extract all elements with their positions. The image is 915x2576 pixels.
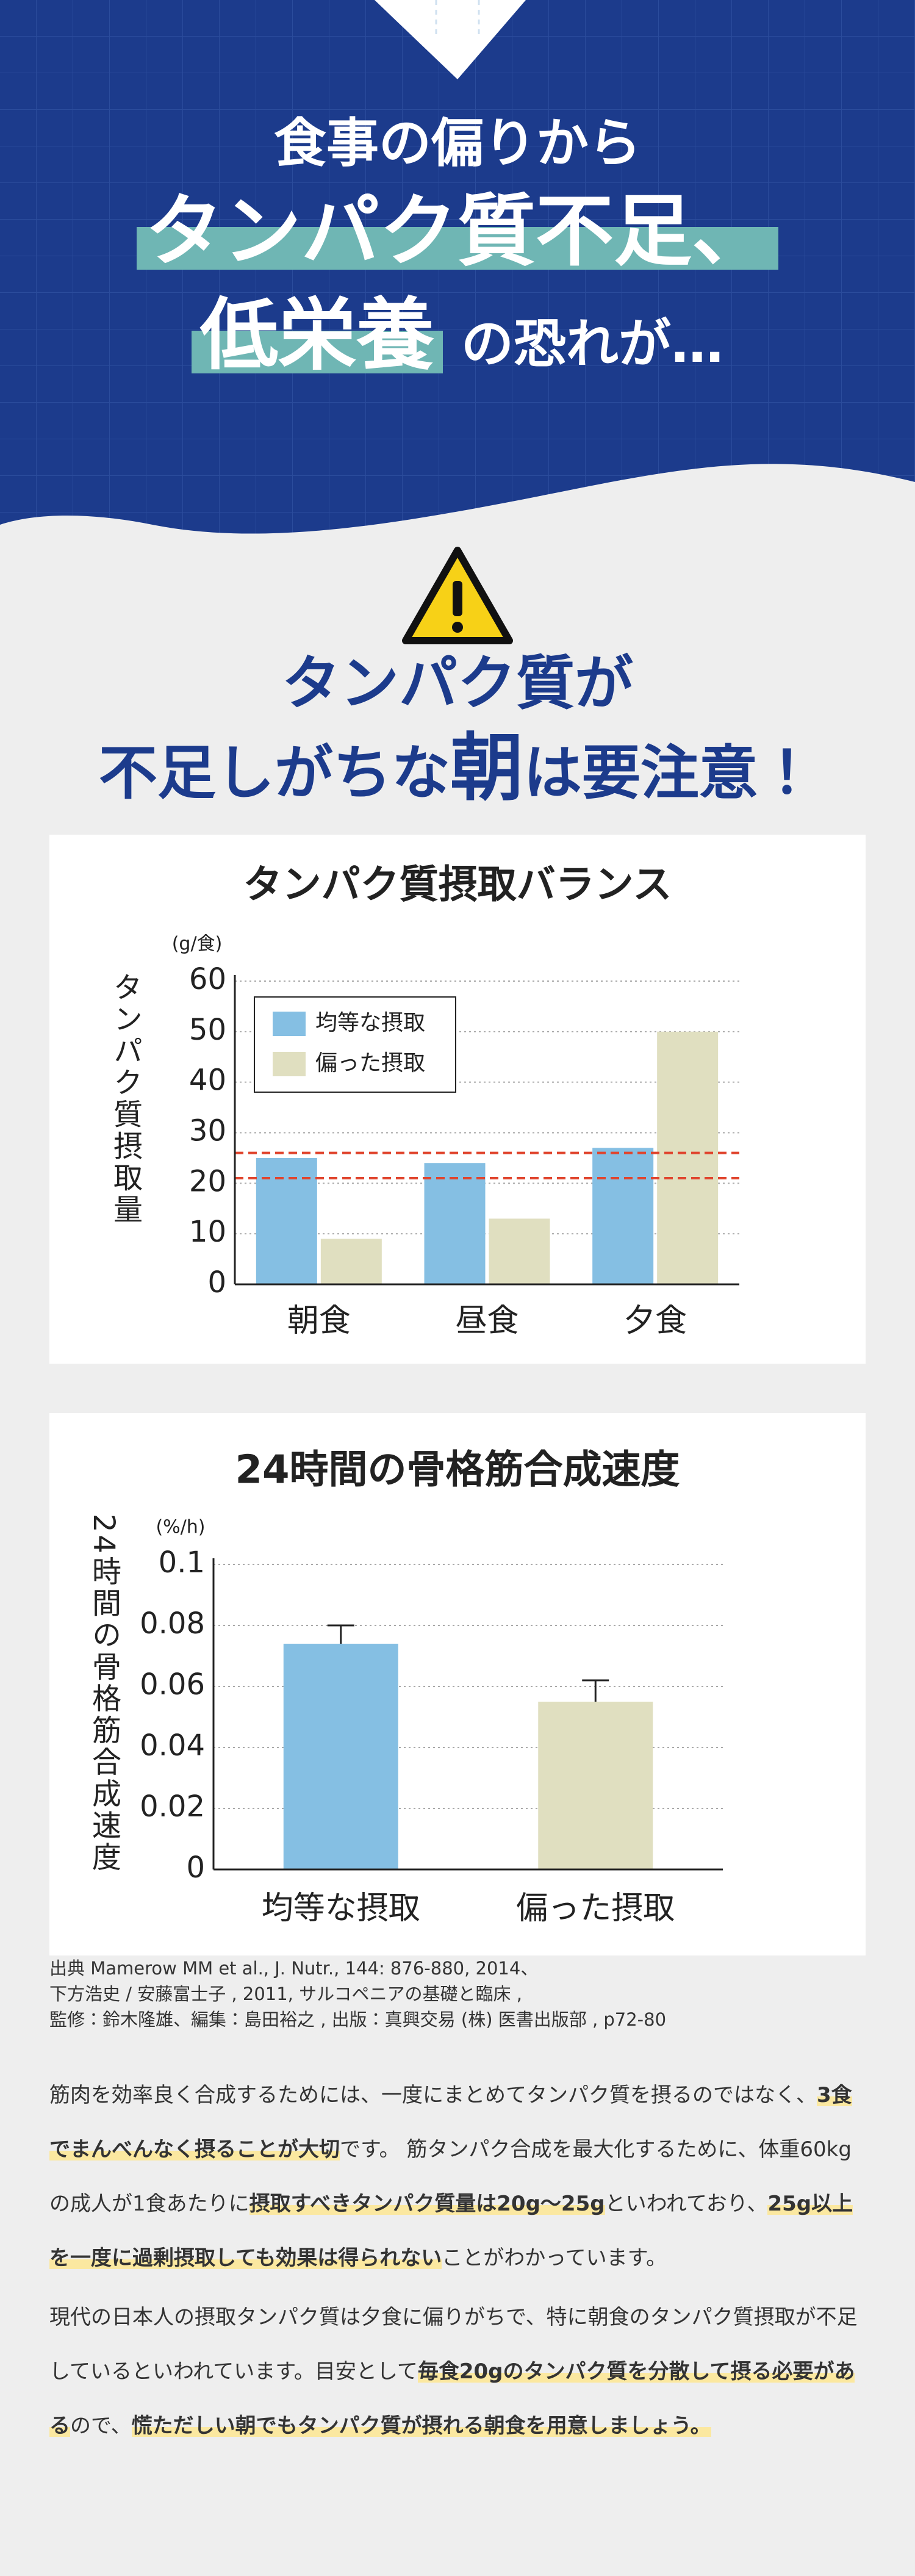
x-tick-label: 偏った摂取 [516,1890,675,1927]
source-line: 出典 Mamerow MM et al., J. Nutr., 144: 876… [49,1958,539,1979]
y-tick-label: 50 [189,1013,226,1047]
y-tick-label: 20 [189,1164,226,1198]
legend-label: 均等な摂取 [315,1010,425,1035]
source-line: 監修：鈴木隆雄、編集：島田裕之 , 出版：真興交易 (株) 医書出版部 , p7… [49,2009,667,2030]
x-tick-label: 朝食 [287,1303,351,1339]
header-highlight: 低栄養 [192,290,443,381]
y-tick-label: 30 [189,1114,226,1148]
notice-text: は要注意！ [523,739,816,807]
y-tick-label: 0.1 [159,1545,205,1580]
paragraph: 現代の日本人の摂取タンパク質は夕食に偏りがちで、特に朝食のタンパク質摂取が不足し… [49,2290,866,2453]
chart-title: 24時間の骨格筋合成速度 [235,1448,680,1493]
text: といわれており、 [605,2192,768,2216]
source-line: 下方浩史 / 安藤富士子 , 2011, サルコペニアの基礎と臨床 , [49,1984,522,2004]
bar [256,1157,317,1284]
chart: 24時間の骨格筋合成速度 (%/h) 24時間の骨格筋合成速度 0 0.02 0.04 0.… [87,1448,723,1927]
y-tick-label: 0.04 [140,1729,205,1763]
highlight-text: 摂取すべきタンパク質量は20g〜25g [249,2192,605,2216]
notice-line: 不足しがちな朝は要注意！ [0,729,915,813]
chart-title: タンパク質摂取バランス [243,863,672,908]
bar [592,1148,654,1284]
notice-emphasis: 朝 [450,726,523,811]
chart: タンパク質摂取バランス (g/食) タンパク質摂取量 0 10 20 30 40 50 60 朝食 昼… [108,863,739,1339]
notice-text: 不足しがちな [99,739,450,807]
header-text: の恐れが… [461,314,723,375]
y-tick-label: 0 [207,1265,226,1300]
header-line: タンパク質不足、 [0,186,915,278]
x-tick-label: 夕食 [623,1303,687,1339]
bar [657,1031,719,1284]
header-line: 食事の偏りから [274,113,641,174]
x-tick-label: 均等な摂取 [262,1890,420,1927]
bar [538,1702,653,1869]
legend-swatch [273,1052,306,1076]
y-tick-label: 10 [189,1215,226,1249]
y-tick-label: 60 [189,962,226,996]
header-highlight: タンパク質不足、 [136,186,778,277]
warning-icon [402,547,513,644]
y-tick-label: 40 [189,1063,226,1098]
notice-line: タンパク質が [282,649,633,718]
bar [320,1239,382,1284]
text: ことがわかっています。 [442,2246,667,2270]
x-tick-label: 昼食 [455,1303,518,1339]
y-tick-label: 0.02 [140,1790,205,1824]
bar [424,1163,486,1284]
chart-panel: タンパク質摂取バランス (g/食) タンパク質摂取量 0 10 20 30 40 50 60 朝食 昼… [49,835,866,1364]
y-tick-label: 0.08 [140,1606,205,1641]
legend-label: 偏った摂取 [315,1051,425,1076]
text: です。 筋タンパク合成を最大化するために、体重60kgの成人が1食あたりに [49,2137,852,2216]
highlight-text: 慌ただしい朝でもタンパク質が摂れる朝食を用意しましょう。 [131,2414,711,2438]
y-axis-title: 24時間の骨格筋合成速度 [87,1514,121,1873]
bar [489,1218,550,1284]
legend-swatch [273,1012,306,1036]
unit-label: (g/食) [172,934,223,955]
bar [283,1644,398,1869]
header-line: 低栄養 の恐れが… [0,290,915,390]
unit-label: (%/h) [156,1517,205,1538]
body-text: 筋肉を効率良く合成するためには、一度にまとめてタンパク質を摂るのではなく、3食で… [49,2068,866,2458]
text: ので、 [70,2414,132,2438]
source-note: 出典 Mamerow MM et al., J. Nutr., 144: 876… [49,1955,866,2032]
y-tick-label: 0 [186,1851,205,1885]
y-axis-title: タンパク質摂取量 [108,972,142,1226]
text: 現代の日本人の摂取タンパク質は夕食に偏りがちで、特に朝食のタンパク質摂取が不足し… [49,2305,858,2384]
chart-panel: 24時間の骨格筋合成速度 (%/h) 24時間の骨格筋合成速度 0 0.02 0.04 0.… [49,1413,866,1955]
y-tick-label: 0.06 [140,1668,205,1702]
paragraph: 筋肉を効率良く合成するためには、一度にまとめてタンパク質を摂るのではなく、3食で… [49,2068,866,2286]
text: 筋肉を効率良く合成するためには、一度にまとめてタンパク質を摂るのではなく、 [49,2083,817,2107]
